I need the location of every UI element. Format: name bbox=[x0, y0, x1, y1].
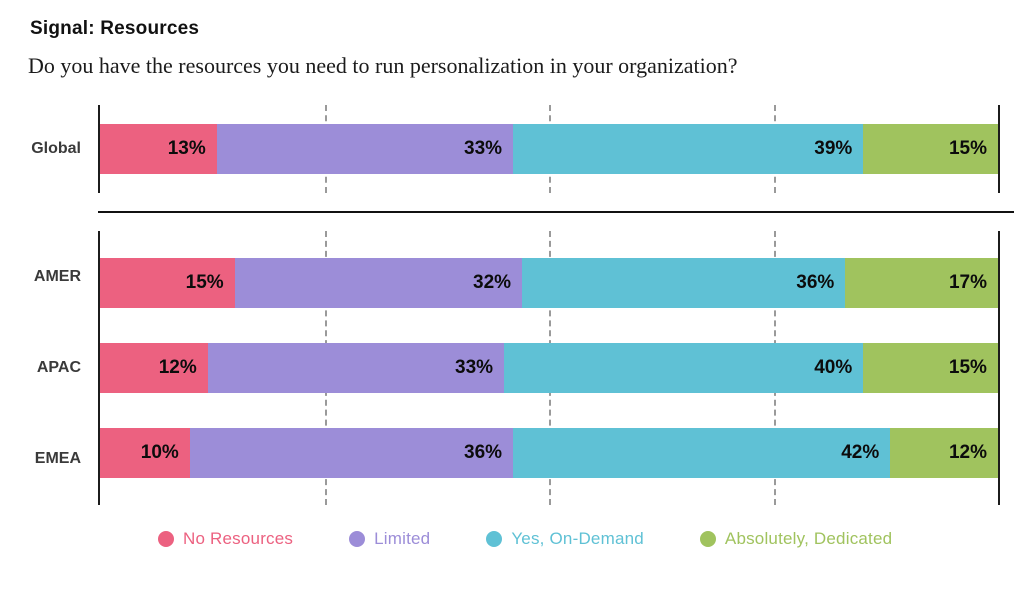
row-label-column: Global bbox=[0, 105, 98, 193]
legend-label: Limited bbox=[374, 529, 431, 548]
segment-absolutely-dedicated: 15% bbox=[863, 343, 998, 393]
chart-legend: No Resources Limited Yes, On-Demand Absolut… bbox=[158, 529, 1000, 549]
segment-value-label: 15% bbox=[948, 138, 987, 159]
bar-row: 12% 33% 40% 15% bbox=[100, 343, 998, 393]
segment-value-label: 33% bbox=[464, 138, 503, 159]
row-label: APAC bbox=[36, 358, 81, 376]
page-title: Signal: Resources bbox=[30, 18, 200, 39]
plot-area-global: 13% 33% 39% 15% bbox=[98, 105, 1000, 193]
row-label: AMER bbox=[33, 267, 81, 285]
segment-no-resources: 13% bbox=[100, 124, 217, 174]
segment-value-label: 15% bbox=[185, 272, 224, 293]
segment-value-label: 39% bbox=[814, 138, 853, 159]
segment-absolutely-dedicated: 12% bbox=[890, 428, 998, 478]
bar-row: 15% 32% 36% 17% bbox=[100, 258, 998, 308]
segment-value-label: 36% bbox=[464, 442, 503, 463]
legend-item: Absolutely, Dedicated bbox=[699, 529, 893, 549]
bar-row: 10% 36% 42% 12% bbox=[100, 428, 998, 478]
bar-row: 13% 33% 39% 15% bbox=[100, 124, 998, 174]
segment-value-label: 10% bbox=[140, 442, 179, 463]
segment-yes-on-demand: 42% bbox=[513, 428, 891, 478]
segment-value-label: 40% bbox=[814, 357, 853, 378]
segment-absolutely-dedicated: 17% bbox=[845, 258, 998, 308]
segment-value-label: 32% bbox=[473, 272, 512, 293]
chart-question: Do you have the resources you need to ru… bbox=[28, 53, 738, 78]
segment-yes-on-demand: 36% bbox=[522, 258, 846, 308]
segment-value-label: 36% bbox=[796, 272, 835, 293]
segment-limited: 36% bbox=[189, 428, 514, 478]
segment-limited: 33% bbox=[216, 124, 514, 174]
stacked-bar-chart: Global 13% 33% 39% 15% AMER APAC EMEA 15% 32% 36% 1… bbox=[0, 105, 1014, 549]
segment-value-label: 42% bbox=[841, 442, 880, 463]
segment-yes-on-demand: 39% bbox=[513, 124, 864, 174]
segment-no-resources: 15% bbox=[100, 258, 235, 308]
segment-yes-on-demand: 40% bbox=[504, 343, 864, 393]
segment-value-label: 33% bbox=[455, 357, 494, 378]
segment-value-label: 17% bbox=[948, 272, 987, 293]
bar-group-global: Global 13% 33% 39% 15% bbox=[0, 105, 1000, 193]
legend-item: No Resources bbox=[158, 529, 293, 549]
report-page: Signal: Resources Do you have the resour… bbox=[0, 18, 1024, 613]
legend-dot-icon bbox=[699, 531, 716, 547]
segment-value-label: 13% bbox=[167, 138, 206, 159]
group-separator-line bbox=[98, 211, 1014, 213]
legend-dot-icon bbox=[486, 531, 503, 547]
chart-groups: Global 13% 33% 39% 15% AMER APAC EMEA 15% 32% 36% 1… bbox=[0, 105, 1014, 505]
segment-no-resources: 10% bbox=[100, 428, 190, 478]
segment-limited: 33% bbox=[207, 343, 505, 393]
legend-item: Limited bbox=[349, 529, 430, 549]
plot-area-regions: 15% 32% 36% 17% 12% 33% 40% 15% 10% 36% 42% 12% bbox=[98, 231, 1000, 505]
bar-group-regions: AMER APAC EMEA 15% 32% 36% 17% 12% 33% 40% 15% 10% 3… bbox=[0, 231, 1000, 505]
segment-value-label: 12% bbox=[158, 357, 197, 378]
legend-dot-icon bbox=[349, 531, 366, 547]
row-label-column: AMER APAC EMEA bbox=[0, 231, 98, 505]
segment-no-resources: 12% bbox=[100, 343, 208, 393]
legend-item: Yes, On-Demand bbox=[486, 529, 644, 549]
segment-limited: 32% bbox=[234, 258, 523, 308]
legend-dot-icon bbox=[158, 531, 174, 547]
row-label: Global bbox=[31, 140, 81, 157]
legend-label: Yes, On-Demand bbox=[511, 529, 644, 548]
segment-value-label: 12% bbox=[948, 442, 987, 463]
legend-label: Absolutely, Dedicated bbox=[724, 529, 893, 548]
segment-value-label: 15% bbox=[948, 357, 987, 378]
segment-absolutely-dedicated: 15% bbox=[863, 124, 998, 174]
legend-label: No Resources bbox=[183, 529, 294, 548]
row-label: EMEA bbox=[34, 450, 81, 468]
